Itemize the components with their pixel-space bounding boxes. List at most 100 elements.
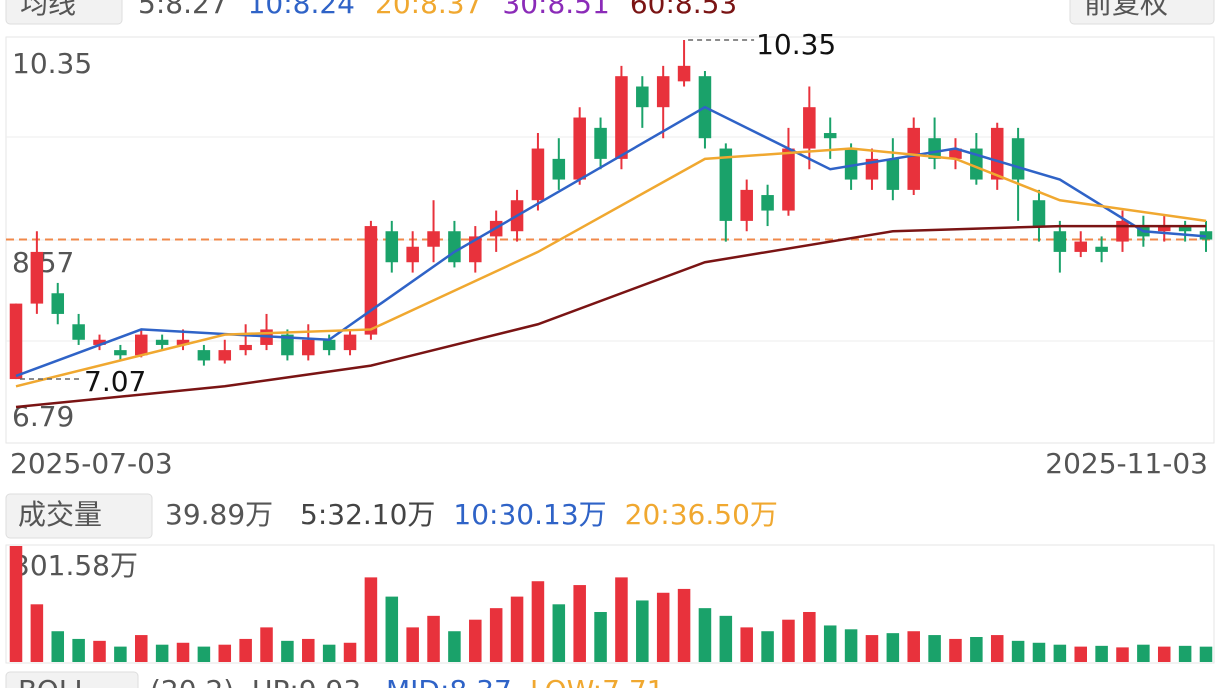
volume-bar <box>135 635 148 662</box>
volume-ma: 5:32.10万 <box>300 498 435 531</box>
candle-body <box>1178 226 1192 232</box>
candle-body <box>823 133 837 139</box>
volume-bar <box>719 615 733 662</box>
volume-bar <box>970 636 983 662</box>
volume-ma: 10:30.13万 <box>453 498 606 531</box>
candle-body <box>907 127 920 190</box>
volume-bar <box>218 644 232 662</box>
volume-frame <box>5 544 1215 664</box>
candle-body <box>1011 138 1025 180</box>
volume-bar <box>489 608 503 662</box>
boll-button[interactable]: BOLL <box>18 674 90 688</box>
volume-bar <box>698 608 712 662</box>
volume-button[interactable]: 成交量 <box>18 498 102 531</box>
volume-bar <box>260 627 273 662</box>
candle-body <box>239 344 252 351</box>
volume-bar <box>949 638 962 662</box>
candle-body <box>573 117 586 180</box>
volume-bar <box>615 577 628 662</box>
candle-body <box>448 231 461 263</box>
candle-body <box>72 324 85 340</box>
volume-bar <box>782 619 795 662</box>
candle-body <box>719 148 733 221</box>
volume-bar <box>761 631 774 662</box>
candle-body <box>1032 200 1046 227</box>
volume-bar <box>406 627 419 662</box>
volume-bar <box>1157 646 1171 662</box>
volume-bar <box>990 635 1004 662</box>
volume-bar <box>448 631 461 662</box>
candle-body <box>594 127 607 159</box>
volume-bar <box>51 631 65 662</box>
adjust-button[interactable]: 前复权 <box>1084 0 1168 20</box>
candle-body <box>114 350 127 356</box>
candle-body <box>385 231 399 263</box>
volume-bar <box>302 638 315 662</box>
volume-bar <box>155 644 169 662</box>
price-label: 8.57 <box>12 246 74 279</box>
volume-bar <box>239 638 252 662</box>
candle-body <box>406 246 419 263</box>
candle-body <box>1053 231 1067 252</box>
candle-body <box>218 350 232 361</box>
volume-ma: 20:36.50万 <box>625 498 778 531</box>
volume-bar <box>1199 646 1213 662</box>
volume-bar <box>72 638 85 662</box>
boll-button-bg[interactable] <box>5 671 139 688</box>
volume-bar <box>30 604 44 662</box>
volume-current: 39.89万 <box>165 498 273 531</box>
ma-button-bg[interactable] <box>5 0 123 25</box>
volume-bar <box>1178 645 1192 662</box>
volume-bar <box>573 585 586 662</box>
candle-body <box>1157 226 1171 232</box>
candle-body <box>51 293 65 314</box>
volume-bar <box>385 596 399 662</box>
volume-bar <box>677 588 691 662</box>
candle-body <box>615 76 628 159</box>
candle-body <box>9 303 23 380</box>
candle-body <box>1116 220 1129 242</box>
candle-body <box>761 195 774 211</box>
volume-bar <box>1137 644 1150 662</box>
high-label: 10.35 <box>756 28 836 61</box>
candle-body <box>343 334 357 351</box>
volume-button-bg[interactable] <box>5 493 153 539</box>
date-end: 2025-11-03 <box>1045 447 1208 480</box>
volume-bar <box>1074 646 1087 662</box>
low-label: 7.07 <box>84 365 146 398</box>
candle-body <box>677 65 691 82</box>
candle-body <box>135 334 148 356</box>
ma-button[interactable]: 均线 <box>20 0 76 20</box>
price-label: 10.35 <box>12 47 92 80</box>
candle-body <box>782 148 795 211</box>
volume-bar <box>322 644 336 662</box>
ma-line <box>15 147 1207 388</box>
candle-body <box>740 189 753 221</box>
boll-params: (20,2) <box>150 674 234 688</box>
boll-mid: MID:8.37 <box>386 674 512 688</box>
ma-line <box>15 224 1206 409</box>
candle-body <box>302 339 315 356</box>
adjust-button-bg[interactable] <box>1069 0 1215 25</box>
volume-bar <box>803 611 816 662</box>
volume-bar <box>93 640 106 662</box>
candle-body <box>322 339 336 351</box>
ma-value: 5:8.27 <box>138 0 228 20</box>
candle-body <box>636 86 649 108</box>
volume-bar <box>552 604 566 662</box>
volume-bar <box>1116 647 1129 662</box>
candle-body <box>844 148 858 180</box>
volume-bar <box>1053 644 1067 662</box>
volume-bar <box>9 546 23 662</box>
volume-bar <box>740 627 753 662</box>
volume-bar <box>907 631 920 662</box>
candle-body <box>552 158 566 180</box>
volume-bar <box>427 615 440 662</box>
volume-bar <box>594 611 607 662</box>
candle-body <box>364 226 378 335</box>
ma-value: 60:8.53 <box>630 0 737 20</box>
volume-bar <box>1011 640 1025 662</box>
volume-bar <box>886 633 900 662</box>
candle-body <box>1074 241 1087 252</box>
candle-body <box>30 251 44 304</box>
